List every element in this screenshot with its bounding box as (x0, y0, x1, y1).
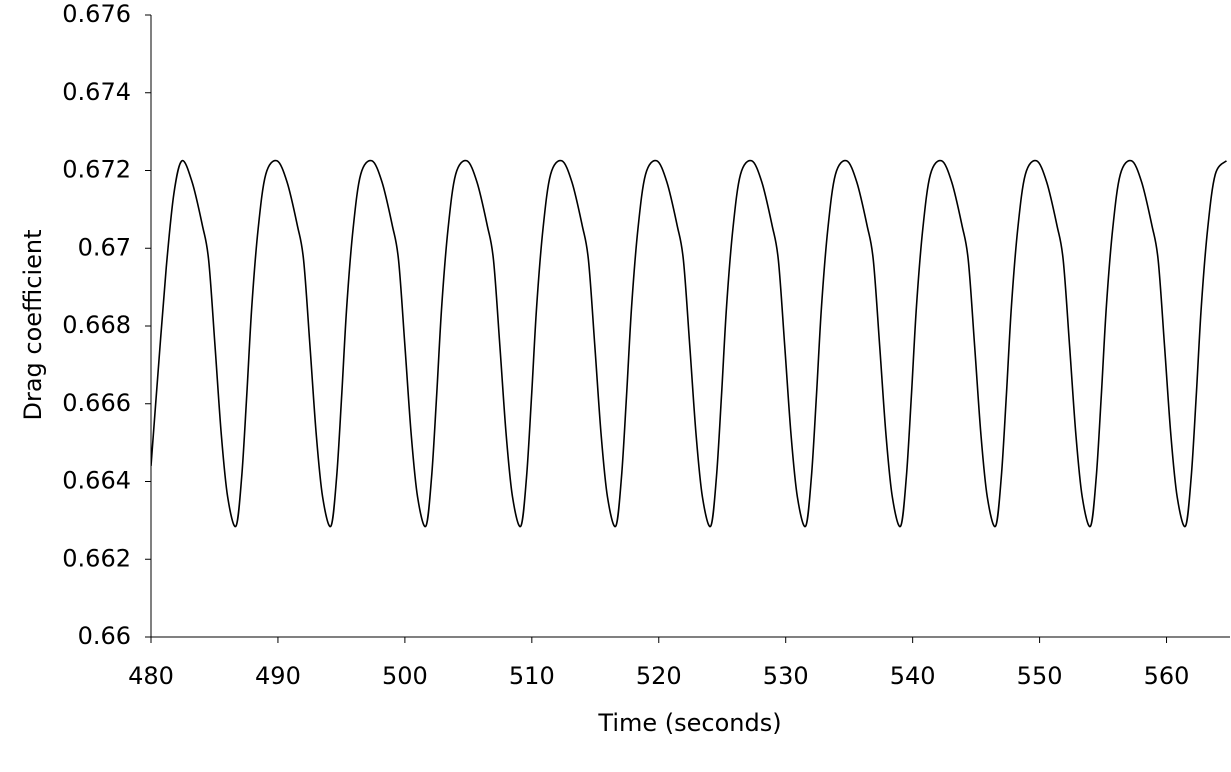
x-tick-label: 490 (255, 662, 301, 690)
x-tick-label: 550 (1017, 662, 1063, 690)
x-tick-label: 540 (890, 662, 936, 690)
y-tick-label: 0.666 (62, 389, 131, 417)
x-tick-label: 480 (128, 662, 174, 690)
y-tick-label: 0.668 (62, 311, 131, 339)
x-tick-label: 560 (1144, 662, 1190, 690)
y-tick-label: 0.662 (62, 544, 131, 572)
y-tick-label: 0.676 (62, 0, 131, 28)
y-tick-label: 0.674 (62, 78, 131, 106)
y-tick-label: 0.664 (62, 467, 131, 495)
data-line (151, 159, 1228, 528)
y-axis-label: Drag coefficient (19, 229, 47, 420)
y-tick-label: 0.66 (78, 622, 131, 650)
x-tick-label: 530 (763, 662, 809, 690)
x-tick-label: 500 (382, 662, 428, 690)
x-tick-label: 510 (509, 662, 555, 690)
x-axis-label: Time (seconds) (597, 709, 781, 737)
y-tick-label: 0.67 (78, 233, 131, 261)
x-tick-label: 520 (636, 662, 682, 690)
y-tick-label: 0.672 (62, 156, 131, 184)
